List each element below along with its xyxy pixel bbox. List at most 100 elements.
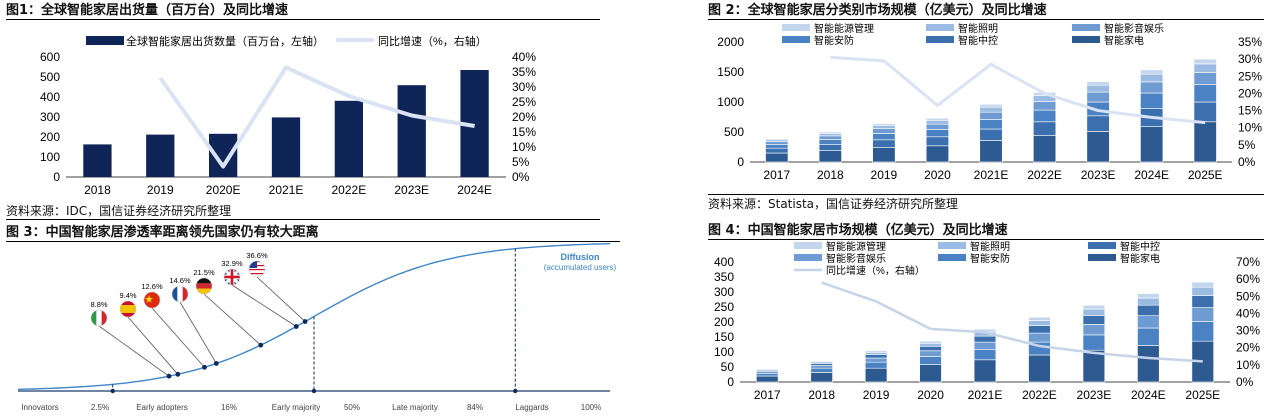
stacked-bar-segment: [1082, 324, 1106, 336]
y-left-tick-label: 1000: [717, 95, 744, 109]
bar: [397, 85, 426, 177]
fig2-panel: 图 2：全球智能家居分类别市场规模（亿美元）及同比增速: [708, 2, 1264, 20]
y-right-tick-label: 10%: [1238, 121, 1262, 135]
stacked-bar-segment: [864, 352, 888, 356]
stacked-bar-segment: [756, 368, 779, 370]
y-left-tick-label: 200: [40, 130, 60, 144]
legend-swatch: [1088, 254, 1116, 261]
stacked-bar-segment: [1193, 63, 1217, 73]
stacked-bar-segment: [1082, 308, 1106, 316]
stacked-bar-segment: [872, 128, 896, 134]
y-right-tick-label: 30%: [512, 80, 536, 94]
x-tick-label: 2022E: [1022, 388, 1057, 402]
y-right-tick-label: 20%: [1236, 341, 1260, 355]
legend-label: 智能能源管理: [814, 22, 874, 35]
stacked-bar-segment: [973, 359, 997, 383]
stacked-bar-segment: [919, 346, 942, 352]
stacked-bar-segment: [872, 147, 896, 163]
stacked-bar-segment: [979, 119, 1003, 130]
y-left-tick-label: 100: [40, 150, 60, 164]
stage-label: 100%: [581, 403, 601, 412]
y-right-tick-label: 60%: [1236, 272, 1260, 286]
country-value: 36.6%: [246, 251, 268, 260]
x-tick-label: 2018: [84, 183, 111, 197]
stage-label: Late majority: [392, 403, 438, 412]
stacked-bar-segment: [872, 139, 896, 148]
y-right-tick-label: 35%: [512, 65, 536, 79]
x-tick-label: 2021E: [269, 183, 304, 197]
y-right-tick-label: 40%: [512, 50, 536, 64]
flag-italy-icon: [90, 309, 108, 327]
x-tick-label: 2023E: [394, 183, 429, 197]
adoption-dot: [293, 324, 299, 329]
country-value: 14.6%: [169, 276, 191, 285]
y-right-tick-label: 0%: [512, 170, 530, 184]
leader-line: [203, 293, 261, 346]
legend-label: 智能安防: [970, 252, 1010, 265]
flag-united-kingdom-icon: [223, 268, 241, 286]
country-value: 9.4%: [119, 291, 136, 300]
legend-swatch: [938, 254, 966, 261]
y-right-tick-label: 0%: [1238, 155, 1256, 169]
legend-swatch: [794, 254, 822, 261]
stage-label: Early adopters: [136, 403, 188, 412]
leader-line: [151, 307, 205, 368]
legend-label: 智能影音娱乐: [1104, 22, 1164, 35]
stacked-bar-segment: [919, 356, 942, 365]
y-left-tick-label: 400: [714, 255, 734, 269]
stacked-bar-segment: [872, 123, 896, 126]
stacked-bar-segment: [919, 340, 942, 344]
y-left-tick-label: 350: [714, 270, 734, 284]
legend-label: 智能中控: [958, 34, 998, 47]
stacked-bar-segment: [818, 131, 842, 134]
y-right-tick-label: 40%: [1236, 306, 1260, 320]
stacked-bar-segment: [765, 144, 789, 149]
stacked-bar-segment: [925, 123, 949, 130]
adoption-dot: [258, 342, 264, 348]
stage-label: 50%: [344, 403, 360, 412]
flag-china-icon: [143, 291, 161, 309]
y-left-tick-label: 500: [724, 125, 744, 139]
x-tick-label: 2023E: [1077, 388, 1112, 402]
legend-label: 智能家电: [1104, 34, 1144, 47]
legend-label: 智能安防: [814, 34, 854, 47]
stacked-bar-segment: [925, 136, 949, 147]
legend-label: 智能照明: [970, 240, 1010, 253]
stacked-bar-segment: [1033, 135, 1057, 163]
flag-united-states-icon: [248, 260, 266, 278]
y-left-tick-label: 300: [40, 110, 60, 124]
fig1-chart: 0 100 200 300 400 500 600 0%5%10%15%20%25%30%35…: [40, 34, 536, 197]
legend-swatch: [782, 36, 810, 43]
stacked-bar-segment: [756, 373, 779, 377]
stacked-bar-segment: [1140, 73, 1164, 83]
stage-label: Laggards: [515, 403, 548, 412]
y-right-tick-label: 10%: [512, 140, 536, 154]
legend-label-line: 同比增速（%，右轴）: [826, 264, 925, 277]
stacked-bar-segment: [872, 133, 896, 141]
stacked-bar-segment: [810, 363, 833, 366]
x-tick-label: 2022E: [1027, 168, 1062, 182]
flag-spain-icon: [119, 300, 137, 318]
legend-swatch: [926, 36, 954, 43]
legend-label-bars: 全球智能家居出货数量（百万台，左轴）: [126, 34, 324, 48]
stacked-bar-segment: [1082, 315, 1106, 325]
stacked-bar-segment: [810, 367, 833, 373]
x-tick-label: 2018: [817, 168, 844, 182]
country-value: 21.5%: [193, 268, 215, 277]
stacked-bar-segment: [1137, 327, 1160, 346]
stacked-bar-segment: [864, 361, 888, 369]
bar: [334, 100, 363, 177]
stacked-bar-segment: [1140, 126, 1164, 163]
stacked-bar-segment: [818, 133, 842, 137]
stage-label: Innovators: [21, 403, 58, 412]
y-left-tick-label: 600: [40, 50, 60, 64]
stacked-bar-segment: [1033, 109, 1057, 123]
legend-label: 智能照明: [958, 22, 998, 35]
legend-swatch: [1088, 242, 1116, 249]
y-left-tick-label: 250: [714, 300, 734, 314]
stage-marker: [311, 388, 317, 394]
leader-line: [256, 276, 306, 322]
stacked-bar-segment: [979, 128, 1003, 141]
curve-sublabel: (accumulated users): [544, 263, 617, 272]
